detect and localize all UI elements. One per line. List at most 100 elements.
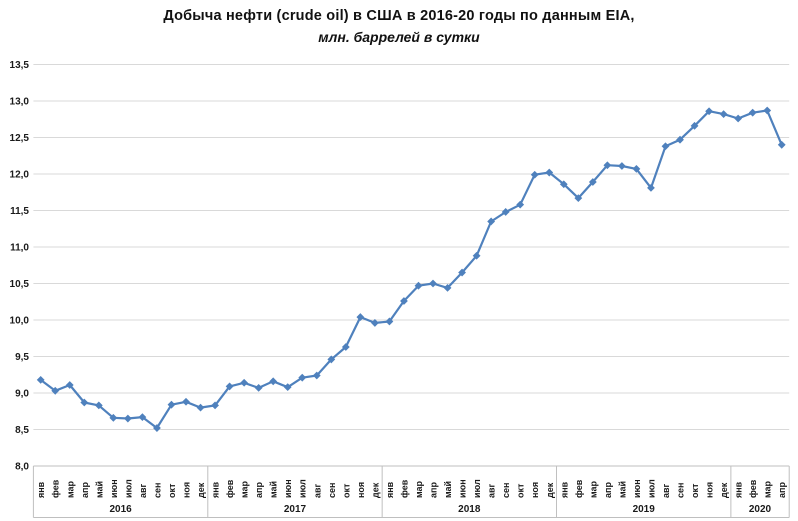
- data-point-marker: [559, 180, 568, 189]
- month-tick-label: июн: [632, 479, 642, 498]
- data-point-marker: [603, 161, 612, 170]
- data-point-marker: [65, 381, 74, 389]
- data-point-marker: [123, 414, 132, 423]
- month-tick-label: авг: [312, 483, 322, 498]
- month-tick-label: фев: [51, 479, 61, 498]
- month-tick-label: авг: [138, 483, 148, 498]
- data-point-marker: [661, 142, 670, 151]
- month-tick-label: янв: [734, 481, 744, 498]
- month-tick-label: июл: [298, 479, 308, 498]
- month-tick-label: авг: [487, 483, 497, 498]
- data-point-marker: [269, 377, 278, 386]
- y-axis-tick-label: 11,5: [10, 206, 29, 217]
- month-tick-label: апр: [80, 482, 90, 498]
- data-point-marker: [516, 200, 525, 209]
- data-point-marker: [647, 183, 655, 192]
- data-point-marker: [530, 170, 539, 179]
- month-tick-label: дек: [196, 482, 206, 498]
- y-axis-tick-label: 13,0: [10, 97, 30, 108]
- month-tick-label: мар: [65, 480, 75, 498]
- year-tick-label: 2016: [109, 504, 132, 515]
- month-tick-label: май: [269, 481, 279, 498]
- data-point-marker: [240, 378, 249, 387]
- month-tick-label: май: [617, 481, 627, 498]
- y-axis-tick-label: 9,0: [15, 389, 29, 400]
- month-tick-label: фев: [574, 479, 584, 498]
- data-point-marker: [632, 164, 641, 173]
- data-point-marker: [458, 268, 466, 277]
- data-point-marker: [211, 401, 219, 410]
- data-point-marker: [370, 319, 379, 327]
- data-point-marker: [705, 107, 713, 116]
- data-point-marker: [356, 313, 365, 321]
- y-axis-tick-label: 8,5: [15, 425, 29, 436]
- data-point-marker: [443, 283, 452, 292]
- month-tick-label: сен: [501, 483, 511, 498]
- month-tick-label: фев: [225, 479, 235, 498]
- month-tick-label: май: [443, 481, 453, 498]
- month-tick-label: янв: [559, 481, 569, 498]
- data-point-marker: [574, 194, 583, 202]
- month-tick-label: апр: [603, 482, 613, 498]
- month-tick-label: сен: [152, 483, 162, 498]
- month-tick-label: апр: [777, 482, 787, 498]
- data-point-marker: [400, 297, 408, 305]
- y-axis-tick-label: 13,5: [10, 60, 30, 71]
- y-axis-tick-label: 12,0: [10, 170, 30, 181]
- month-tick-label: июн: [458, 479, 468, 498]
- y-axis-tick-label: 9,5: [15, 352, 29, 363]
- data-point-marker: [94, 401, 103, 410]
- y-axis-tick-label: 10,0: [10, 316, 30, 327]
- data-point-marker: [51, 386, 60, 395]
- data-point-marker: [676, 135, 684, 144]
- y-axis-tick-label: 11,0: [10, 243, 29, 254]
- month-tick-label: сен: [327, 483, 337, 498]
- data-point-marker: [341, 343, 350, 351]
- data-point-marker: [414, 281, 423, 290]
- data-point-marker: [763, 106, 772, 115]
- data-point-marker: [196, 403, 205, 412]
- month-tick-label: ноя: [182, 482, 192, 498]
- month-tick-label: янв: [385, 481, 395, 498]
- data-point-marker: [153, 424, 161, 432]
- month-tick-label: май: [94, 481, 104, 498]
- month-tick-label: мар: [240, 480, 250, 498]
- month-tick-label: окт: [167, 483, 177, 498]
- month-tick-label: янв: [211, 481, 221, 498]
- data-point-marker: [487, 217, 496, 226]
- data-point-marker: [545, 168, 554, 177]
- month-tick-label: июл: [647, 479, 657, 498]
- month-tick-label: ноя: [530, 482, 540, 498]
- month-tick-label: мар: [763, 480, 773, 498]
- data-point-marker: [719, 110, 728, 119]
- y-axis-tick-label: 8,0: [15, 462, 29, 473]
- data-series-line: [39, 109, 783, 430]
- data-point-marker: [734, 114, 743, 123]
- data-point-marker: [109, 413, 118, 422]
- data-point-marker: [298, 373, 307, 382]
- month-tick-label: фев: [399, 479, 409, 498]
- chart-subtitle: млн. баррелей в сутки: [318, 29, 480, 45]
- data-point-marker: [618, 162, 626, 170]
- data-point-marker: [36, 375, 45, 384]
- data-point-marker: [588, 178, 597, 186]
- month-tick-label: сен: [676, 483, 686, 498]
- month-tick-label: мар: [414, 480, 424, 498]
- data-point-marker: [777, 140, 786, 149]
- data-point-marker: [283, 383, 292, 392]
- month-tick-label: дек: [370, 482, 380, 498]
- data-point-marker: [225, 382, 234, 391]
- month-tick-label: апр: [429, 482, 439, 498]
- year-tick-label: 2020: [749, 504, 772, 515]
- year-tick-label: 2018: [458, 504, 481, 515]
- month-tick-label: июн: [109, 479, 119, 498]
- data-point-marker: [690, 121, 699, 130]
- year-tick-label: 2017: [284, 504, 307, 515]
- data-point-marker: [429, 279, 437, 288]
- month-tick-label: ноя: [705, 482, 715, 498]
- data-point-marker: [501, 208, 510, 216]
- month-tick-label: окт: [341, 483, 351, 498]
- data-point-marker: [167, 400, 176, 409]
- data-point-marker: [138, 413, 147, 421]
